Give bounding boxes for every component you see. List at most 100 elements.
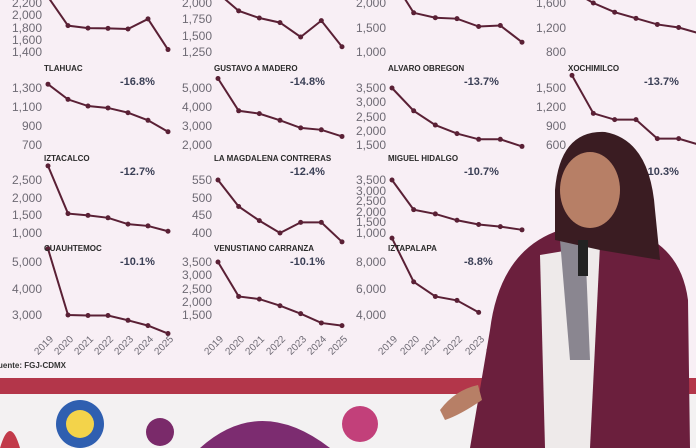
y-tick-label: 2,500 xyxy=(11,173,42,187)
data-point xyxy=(519,227,525,233)
data-point xyxy=(497,23,503,29)
data-point xyxy=(339,133,345,139)
y-tick-label: 2,000 xyxy=(181,138,212,152)
data-point xyxy=(411,108,417,114)
data-point xyxy=(612,117,618,123)
data-point xyxy=(215,259,221,265)
data-point xyxy=(298,311,304,317)
data-point xyxy=(125,26,131,32)
data-point xyxy=(476,309,482,315)
data-point xyxy=(676,136,682,142)
percent-change: -13.7% xyxy=(644,76,679,88)
series-line xyxy=(391,87,523,148)
y-tick-label: 1,500 xyxy=(355,215,386,230)
data-point xyxy=(676,25,682,30)
data-point xyxy=(411,207,417,213)
percent-change: -12.4% xyxy=(290,166,325,178)
data-point xyxy=(45,81,51,87)
y-tick-label: 2,500 xyxy=(355,109,386,124)
panel-title: VENUSTIANO CARRANZA xyxy=(214,244,314,253)
data-point xyxy=(215,177,221,183)
data-point xyxy=(236,293,242,299)
y-tick-label: 5,000 xyxy=(11,255,42,269)
red-band xyxy=(0,378,696,394)
data-point xyxy=(85,25,91,31)
panel-title: LA MAGDALENA CONTRERAS xyxy=(214,154,332,163)
y-tick-label: 700 xyxy=(21,138,42,152)
data-point xyxy=(454,297,460,303)
data-point xyxy=(476,24,482,30)
y-tick-label: 2,000 xyxy=(11,8,42,23)
y-tick-label: 2,500 xyxy=(355,194,386,209)
data-point xyxy=(125,110,131,116)
data-point xyxy=(85,212,91,218)
data-point xyxy=(85,103,91,109)
data-point xyxy=(85,313,91,319)
data-point xyxy=(145,117,151,123)
data-point xyxy=(339,44,345,50)
y-tick-label: 800 xyxy=(545,45,566,59)
y-tick-label: 1,500 xyxy=(355,20,386,35)
y-tick-label: 3,000 xyxy=(355,95,386,110)
data-point xyxy=(389,177,395,183)
panel-title: ALVARO OBREGON xyxy=(388,64,465,73)
data-point xyxy=(65,23,71,29)
y-tick-label: 1,500 xyxy=(355,138,386,152)
data-point xyxy=(165,129,171,135)
data-point xyxy=(105,25,111,31)
data-point xyxy=(497,136,503,142)
data-point xyxy=(454,131,460,137)
data-point xyxy=(654,21,660,27)
panel-title: IZTAPALAPA xyxy=(388,244,437,253)
percent-change: -12.7% xyxy=(120,166,155,178)
data-point xyxy=(318,18,324,24)
y-tick-label: 2,200 xyxy=(11,0,42,10)
data-point xyxy=(277,117,283,123)
y-tick-label: 2,000 xyxy=(181,0,212,10)
data-point xyxy=(298,219,304,225)
y-tick-label: 450 xyxy=(191,208,212,223)
data-point xyxy=(165,47,171,53)
data-point xyxy=(236,108,242,114)
data-point xyxy=(236,204,242,209)
data-point xyxy=(389,85,395,91)
data-point xyxy=(277,303,283,309)
y-tick-label: 1,200 xyxy=(535,20,566,35)
data-point xyxy=(256,15,262,21)
y-tick-label: 3,000 xyxy=(355,183,386,198)
data-point xyxy=(454,16,460,22)
percent-change: -10.1% xyxy=(290,256,325,268)
panel-title: GUSTAVO A MADERO xyxy=(214,64,298,73)
percent-change: -10.3% xyxy=(644,166,679,178)
y-tick-label: 1,600 xyxy=(11,32,42,47)
y-tick-label: 2,000 xyxy=(355,204,386,219)
source-note: uente: FGJ-CDMX xyxy=(0,361,66,370)
y-tick-label: 6,000 xyxy=(355,281,386,296)
y-tick-label: 2,000 xyxy=(181,294,212,309)
y-tick-label: 3,500 xyxy=(181,255,212,269)
panel-title: TLAHUAC xyxy=(44,64,83,73)
y-tick-label: 4,000 xyxy=(11,281,42,296)
y-tick-label: 4,000 xyxy=(355,308,386,322)
percent-change: -13.7% xyxy=(464,76,499,88)
data-point xyxy=(45,246,51,252)
y-tick-label: 1,200 xyxy=(535,100,566,114)
data-point xyxy=(654,136,660,142)
y-tick-label: 2,000 xyxy=(11,190,42,205)
data-point xyxy=(432,122,438,128)
y-tick-label: 1,250 xyxy=(181,45,212,59)
data-point xyxy=(105,215,111,221)
data-point xyxy=(339,239,345,245)
y-tick-label: 1,500 xyxy=(181,308,212,322)
data-point xyxy=(590,110,596,116)
data-point xyxy=(432,211,438,217)
y-tick-label: 1,500 xyxy=(11,208,42,223)
data-point xyxy=(298,125,304,131)
data-point xyxy=(519,39,525,45)
y-tick-label: 1,600 xyxy=(535,0,566,10)
data-point xyxy=(256,296,262,302)
data-point xyxy=(569,72,575,78)
data-point xyxy=(45,163,51,169)
data-point xyxy=(318,219,324,225)
percent-change: -16.8% xyxy=(120,76,155,88)
